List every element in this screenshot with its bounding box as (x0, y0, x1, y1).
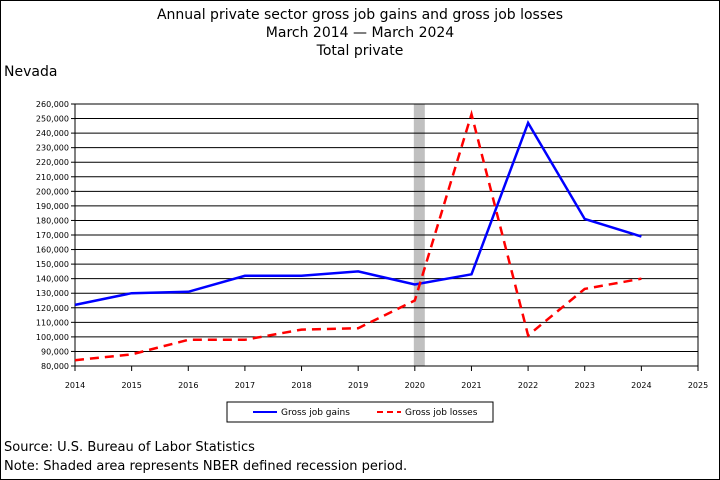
x-tick-label: 2020 (405, 381, 425, 390)
y-tick-label: 180,000 (36, 216, 69, 225)
legend-box (226, 401, 494, 423)
y-tick-label: 200,000 (36, 187, 69, 196)
plot-border (74, 103, 699, 367)
y-tick-label: 90,000 (41, 347, 69, 356)
y-tick-label: 230,000 (36, 144, 69, 153)
legend-label-gains: Gross job gains (281, 408, 350, 418)
x-tick-label: 2019 (348, 381, 368, 390)
gains-line (74, 120, 642, 307)
x-tick-label: 2023 (575, 381, 595, 390)
y-tick-label: 210,000 (36, 173, 69, 182)
y-tick-label: 120,000 (36, 304, 69, 313)
y-tick-label: 80,000 (41, 362, 69, 371)
y-tick-label: 170,000 (36, 231, 69, 240)
x-tick-label: 2025 (688, 381, 708, 390)
y-tick-label: 140,000 (36, 275, 69, 284)
state-label: Nevada (4, 64, 58, 80)
y-tick-label: 250,000 (36, 115, 69, 124)
y-tick-label: 220,000 (36, 158, 69, 167)
source-note: Source: U.S. Bureau of Labor Statistics (4, 440, 255, 455)
chart-title-line3: Total private (316, 43, 404, 59)
y-tick-label: 160,000 (36, 246, 69, 255)
y-tick-label: 260,000 (36, 100, 69, 109)
chart-title-line2: March 2014 — March 2024 (265, 25, 455, 41)
y-tick-label: 190,000 (36, 202, 69, 211)
legend-label-losses: Gross job losses (405, 408, 478, 418)
y-tick-label: 110,000 (36, 318, 69, 327)
x-tick-label: 2016 (178, 381, 198, 390)
x-tick-label: 2022 (518, 381, 538, 390)
chart-title-line1: Annual private sector gross job gains an… (156, 7, 564, 23)
y-tick-label: 150,000 (36, 260, 69, 269)
x-tick-label: 2015 (121, 381, 141, 390)
losses-line (74, 109, 642, 362)
y-tick-label: 240,000 (36, 129, 69, 138)
x-tick-label: 2018 (291, 381, 311, 390)
x-tick-label: 2024 (631, 381, 651, 390)
recession-note: Note: Shaded area represents NBER define… (4, 459, 408, 474)
x-tick-label: 2017 (235, 381, 255, 390)
x-tick-label: 2014 (65, 381, 85, 390)
x-tick-label: 2021 (461, 381, 481, 390)
y-tick-label: 130,000 (36, 289, 69, 298)
y-tick-label: 100,000 (36, 333, 69, 342)
